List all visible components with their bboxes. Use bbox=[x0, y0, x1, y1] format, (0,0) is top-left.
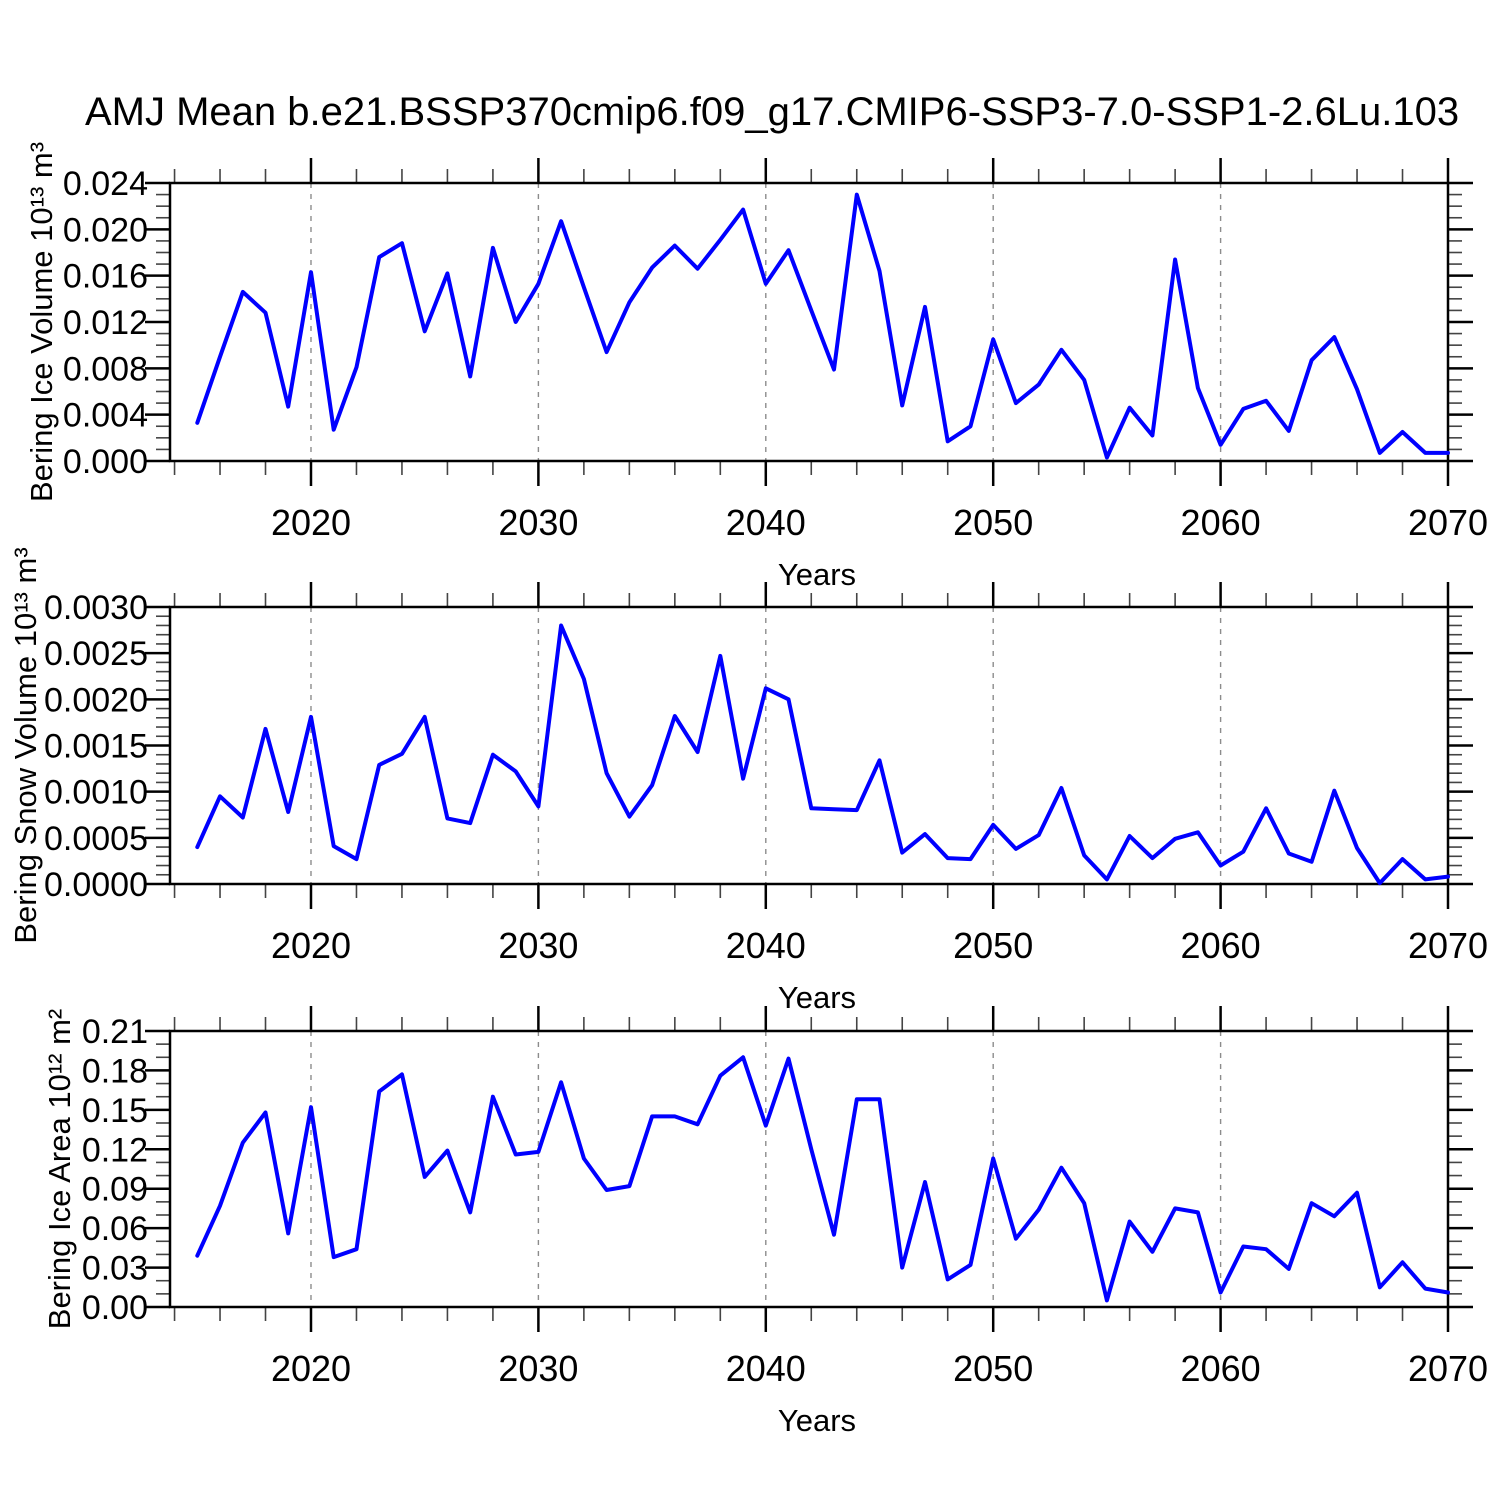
x-tick-label: 2040 bbox=[726, 502, 806, 543]
x-tick-label: 2040 bbox=[726, 1348, 806, 1389]
plot-box bbox=[168, 605, 1450, 886]
x-tick-label: 2050 bbox=[953, 1348, 1033, 1389]
x-tick-label: 2030 bbox=[498, 1348, 578, 1389]
x-tick-label: 2030 bbox=[498, 925, 578, 966]
x-tick-label: 2060 bbox=[1181, 502, 1261, 543]
y-tick-label: 0.024 bbox=[63, 165, 148, 203]
y-tick-label: 0.00 bbox=[82, 1289, 148, 1327]
y-tick-label: 0.06 bbox=[82, 1210, 148, 1248]
y-tick-label: 0.21 bbox=[82, 1013, 148, 1051]
panel-1-top: 2020 2030 2040 2050 2060 2070 0.000 0.004 0.008 0… bbox=[24, 142, 1488, 592]
y-axis-label: Bering Ice Volume 10¹³ m³ bbox=[24, 142, 59, 502]
x-tick-label: 2070 bbox=[1408, 925, 1488, 966]
y-axis-label: Bering Snow Volume 10¹³ m³ bbox=[8, 547, 43, 943]
y-tick-label: 0.020 bbox=[63, 211, 148, 249]
plot-box bbox=[168, 1029, 1450, 1309]
y-tick-label: 0.0030 bbox=[44, 589, 148, 627]
panel-3-bottom: 2020 2030 2040 2050 2060 2070 0.000.030.060.09… bbox=[42, 1006, 1488, 1438]
y-tick-label: 0.0015 bbox=[44, 728, 148, 766]
y-tick-label: 0.0005 bbox=[44, 820, 148, 858]
x-axis-label: Years bbox=[778, 557, 856, 592]
y-tick-label: 0.18 bbox=[82, 1052, 148, 1090]
x-tick-label: 2070 bbox=[1408, 502, 1488, 543]
x-tick-label: 2070 bbox=[1408, 1348, 1488, 1389]
data-line bbox=[195, 1055, 1450, 1303]
x-tick-label: 2050 bbox=[953, 925, 1033, 966]
x-tick-label: 2060 bbox=[1181, 925, 1261, 966]
y-tick-label: 0.0010 bbox=[44, 774, 148, 812]
y-tick-label: 0.12 bbox=[82, 1131, 148, 1169]
x-tick-label: 2020 bbox=[271, 925, 351, 966]
x-tick-label: 2050 bbox=[953, 502, 1033, 543]
y-tick-label: 0.0020 bbox=[44, 681, 148, 719]
y-axis-label: Bering Ice Area 10¹² m² bbox=[42, 1009, 77, 1329]
x-tick-label: 2060 bbox=[1181, 1348, 1261, 1389]
x-tick-label: 2040 bbox=[726, 925, 806, 966]
y-tick-label: 0.004 bbox=[63, 397, 148, 435]
x-axis-label: Years bbox=[778, 1403, 856, 1438]
plot-box bbox=[168, 181, 1450, 463]
y-tick-label: 0.15 bbox=[82, 1092, 148, 1130]
y-tick-label: 0.0000 bbox=[44, 866, 148, 904]
y-tick-label: 0.016 bbox=[63, 258, 148, 296]
x-tick-label: 2020 bbox=[271, 502, 351, 543]
y-tick-label: 0.03 bbox=[82, 1250, 148, 1288]
y-tick-label: 0.008 bbox=[63, 350, 148, 388]
chart-title: AMJ Mean b.e21.BSSP370cmip6.f09_g17.CMIP… bbox=[85, 90, 1460, 134]
x-tick-label: 2020 bbox=[271, 1348, 351, 1389]
x-tick-label: 2030 bbox=[498, 502, 578, 543]
y-tick-label: 0.012 bbox=[63, 304, 148, 342]
data-line bbox=[195, 192, 1450, 460]
data-line bbox=[195, 623, 1450, 886]
y-tick-label: 0.000 bbox=[63, 443, 148, 481]
y-tick-label: 0.0025 bbox=[44, 635, 148, 673]
y-tick-label: 0.09 bbox=[82, 1171, 148, 1209]
panel-2-middle: 2020 2030 2040 2050 2060 2070 0.0000 0.0005 0.00… bbox=[8, 547, 1488, 1015]
x-axis-label: Years bbox=[778, 980, 856, 1015]
